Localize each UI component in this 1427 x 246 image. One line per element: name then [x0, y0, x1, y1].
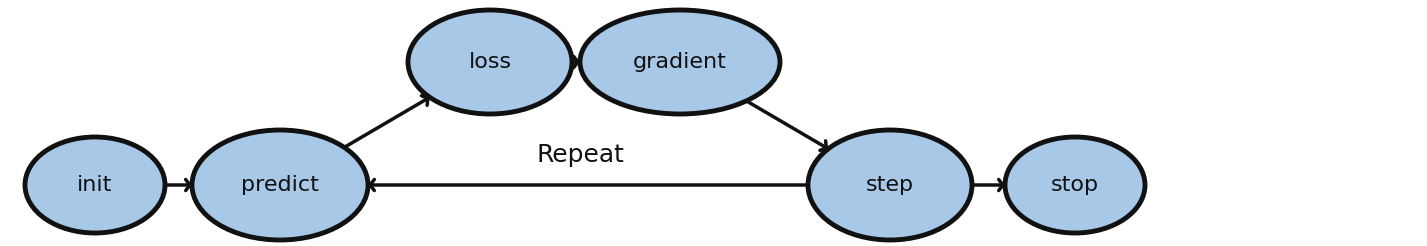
- Text: step: step: [866, 175, 915, 195]
- Ellipse shape: [579, 10, 781, 114]
- Ellipse shape: [408, 10, 572, 114]
- Text: predict: predict: [241, 175, 320, 195]
- Text: init: init: [77, 175, 113, 195]
- Text: Repeat: Repeat: [537, 143, 624, 167]
- Ellipse shape: [26, 137, 166, 233]
- Ellipse shape: [1005, 137, 1144, 233]
- Text: gradient: gradient: [634, 52, 726, 72]
- Text: stop: stop: [1050, 175, 1099, 195]
- Ellipse shape: [193, 130, 368, 240]
- Text: loss: loss: [468, 52, 511, 72]
- Ellipse shape: [808, 130, 972, 240]
